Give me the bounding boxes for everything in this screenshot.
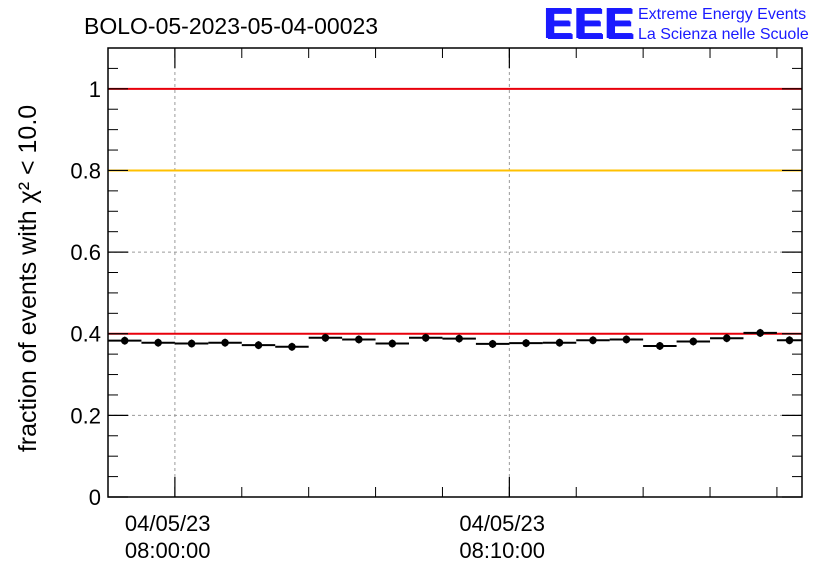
data-point-marker xyxy=(154,338,162,347)
data-point-marker xyxy=(421,334,430,342)
eee-logo: EEE Extreme Energy Events La Scienza nel… xyxy=(540,2,830,46)
data-point-marker xyxy=(622,335,631,344)
data-point-marker xyxy=(120,336,129,345)
eee-logo-letters: EEE xyxy=(544,0,636,48)
y-tick-label: 0.8 xyxy=(70,158,101,183)
y-tick-label: 0.4 xyxy=(70,322,101,347)
y-tick-label: 0.6 xyxy=(70,240,101,265)
plot-frame xyxy=(107,47,803,498)
data-point-marker xyxy=(785,336,794,345)
data-point-marker xyxy=(488,340,497,348)
data-point-marker xyxy=(388,339,397,348)
y-tick-label: 0.2 xyxy=(70,403,101,428)
x-tick-date-label: 04/05/23 xyxy=(459,511,545,536)
data-point-marker xyxy=(589,336,597,345)
data-point-marker xyxy=(254,341,263,349)
y-axis-label: fraction of events with χ² < 10.0 xyxy=(14,105,42,452)
logo-line-scienza-scuole: La Scienza nelle Scuole xyxy=(638,26,809,43)
data-point-marker xyxy=(555,338,564,347)
data-point-marker xyxy=(756,329,764,337)
x-tick-date-label: 04/05/23 xyxy=(125,511,211,536)
data-point-marker xyxy=(221,338,229,347)
data-point-marker xyxy=(187,339,196,348)
logo-line-extreme-energy-events: Extreme Energy Events xyxy=(638,6,807,23)
x-tick-time-label: 08:00:00 xyxy=(125,538,211,563)
data-point-marker xyxy=(355,335,363,344)
y-tick-label: 0 xyxy=(89,485,101,510)
data-point-marker xyxy=(288,342,296,351)
plot-area: 00.20.40.60.8104/05/2308:00:0004/05/2308… xyxy=(70,47,803,563)
y-tick-label: 1 xyxy=(89,77,101,102)
x-tick-time-label: 08:10:00 xyxy=(459,538,545,563)
data-point-marker xyxy=(455,334,463,343)
data-point-marker xyxy=(656,342,664,350)
data-point-marker xyxy=(722,334,731,343)
data-point-marker xyxy=(522,339,530,347)
data-point-marker xyxy=(689,337,698,346)
data-point-marker xyxy=(321,334,330,342)
chart-title: BOLO-05-2023-05-04-00023 xyxy=(84,13,378,39)
